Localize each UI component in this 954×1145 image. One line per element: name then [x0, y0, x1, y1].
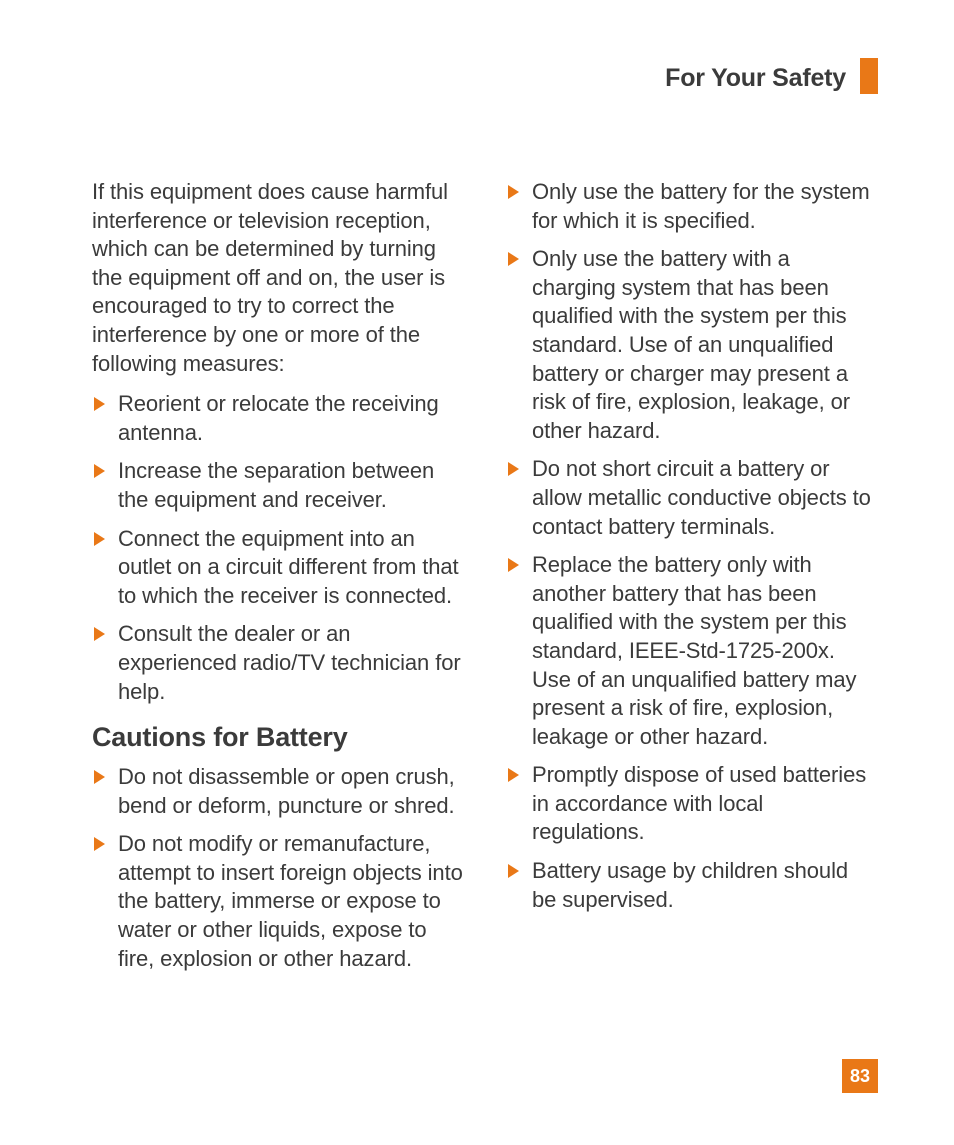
list-item: Do not short circuit a battery or allow … [506, 455, 878, 541]
list-item-text: Battery usage by children should be supe… [532, 858, 848, 912]
triangle-bullet-icon [94, 627, 105, 641]
triangle-bullet-icon [508, 185, 519, 199]
triangle-bullet-icon [508, 558, 519, 572]
list-item: Consult the dealer or an experienced rad… [92, 620, 464, 706]
list-item-text: Reorient or relocate the receiving anten… [118, 391, 439, 445]
battery-cautions-list-left: Do not disassemble or open crush, bend o… [92, 763, 464, 973]
page: For Your Safety If this equipment does c… [0, 0, 954, 1145]
list-item-text: Do not modify or remanufacture, attempt … [118, 831, 463, 970]
list-item-text: Promptly dispose of used batteries in ac… [532, 762, 866, 844]
list-item: Battery usage by children should be supe… [506, 857, 878, 914]
header-title: For Your Safety [665, 58, 846, 93]
list-item-text: Connect the equipment into an outlet on … [118, 526, 459, 608]
interference-measures-list: Reorient or relocate the receiving anten… [92, 390, 464, 706]
list-item: Do not disassemble or open crush, bend o… [92, 763, 464, 820]
intro-paragraph: If this equipment does cause harmful int… [92, 178, 464, 378]
list-item-text: Increase the separation between the equi… [118, 458, 434, 512]
triangle-bullet-icon [508, 252, 519, 266]
list-item: Only use the battery with a charging sys… [506, 245, 878, 445]
battery-cautions-list-right: Only use the battery for the system for … [506, 178, 878, 914]
triangle-bullet-icon [94, 397, 105, 411]
list-item-text: Do not disassemble or open crush, bend o… [118, 764, 455, 818]
list-item: Increase the separation between the equi… [92, 457, 464, 514]
list-item-text: Replace the battery only with another ba… [532, 552, 856, 749]
triangle-bullet-icon [94, 770, 105, 784]
list-item: Only use the battery for the system for … [506, 178, 878, 235]
list-item: Do not modify or remanufacture, attempt … [92, 830, 464, 973]
column-left: If this equipment does cause harmful int… [92, 178, 464, 983]
triangle-bullet-icon [94, 837, 105, 851]
triangle-bullet-icon [508, 768, 519, 782]
column-right: Only use the battery for the system for … [506, 178, 878, 983]
triangle-bullet-icon [94, 532, 105, 546]
page-number-text: 83 [850, 1066, 870, 1087]
triangle-bullet-icon [508, 462, 519, 476]
list-item: Reorient or relocate the receiving anten… [92, 390, 464, 447]
list-item: Promptly dispose of used batteries in ac… [506, 761, 878, 847]
list-item-text: Only use the battery for the system for … [532, 179, 870, 233]
list-item-text: Only use the battery with a charging sys… [532, 246, 850, 443]
page-number-badge: 83 [842, 1059, 878, 1093]
content-columns: If this equipment does cause harmful int… [92, 178, 878, 983]
triangle-bullet-icon [508, 864, 519, 878]
list-item: Connect the equipment into an outlet on … [92, 525, 464, 611]
list-item-text: Consult the dealer or an experienced rad… [118, 621, 461, 703]
list-item: Replace the battery only with another ba… [506, 551, 878, 751]
triangle-bullet-icon [94, 464, 105, 478]
list-item-text: Do not short circuit a battery or allow … [532, 456, 871, 538]
header-accent-bar [860, 58, 878, 94]
cautions-heading: Cautions for Battery [92, 722, 464, 753]
page-header: For Your Safety [92, 58, 878, 94]
